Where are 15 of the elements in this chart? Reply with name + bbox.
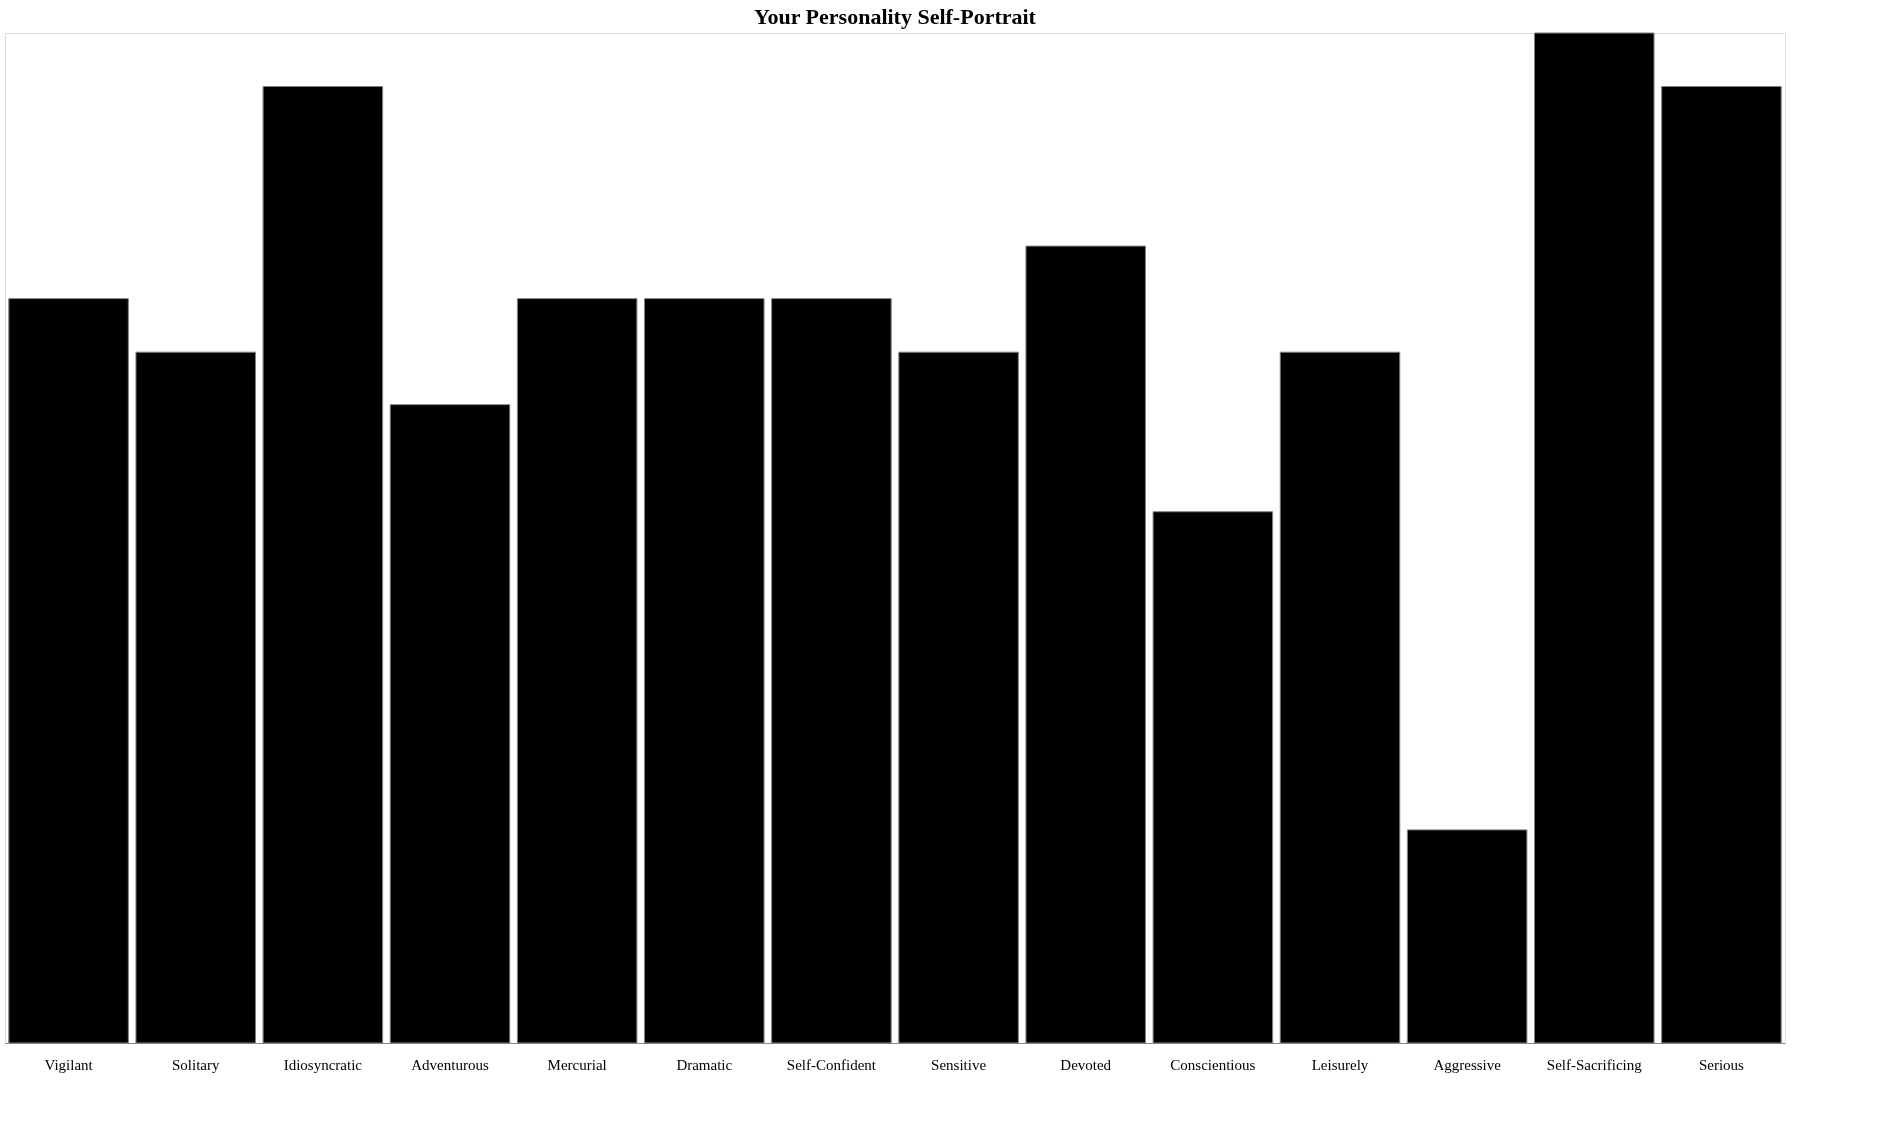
x-tick-label: Adventurous <box>411 1056 489 1073</box>
x-tick-label: Solitary <box>171 1056 220 1073</box>
x-tick-label: Self-Confident <box>786 1056 877 1073</box>
x-tick-label: Sensitive <box>931 1056 987 1073</box>
x-tick-label: Self-Sacrificing <box>1546 1056 1643 1073</box>
x-tick-label: Devoted <box>1060 1056 1112 1073</box>
x-tick-label: Leisurely <box>1311 1056 1369 1073</box>
x-tick-label: Aggressive <box>1433 1056 1502 1073</box>
x-tick-label: Serious <box>1698 1056 1745 1073</box>
x-tick-label: Idiosyncratic <box>283 1056 363 1073</box>
x-tick-label: Mercurial <box>547 1056 607 1073</box>
x-tick-label: Vigilant <box>44 1056 94 1073</box>
x-tick-label: Conscientious <box>1170 1056 1256 1073</box>
chart-title: Your Personality Self-Portrait <box>754 3 1037 29</box>
x-tick-label: Dramatic <box>676 1056 733 1073</box>
